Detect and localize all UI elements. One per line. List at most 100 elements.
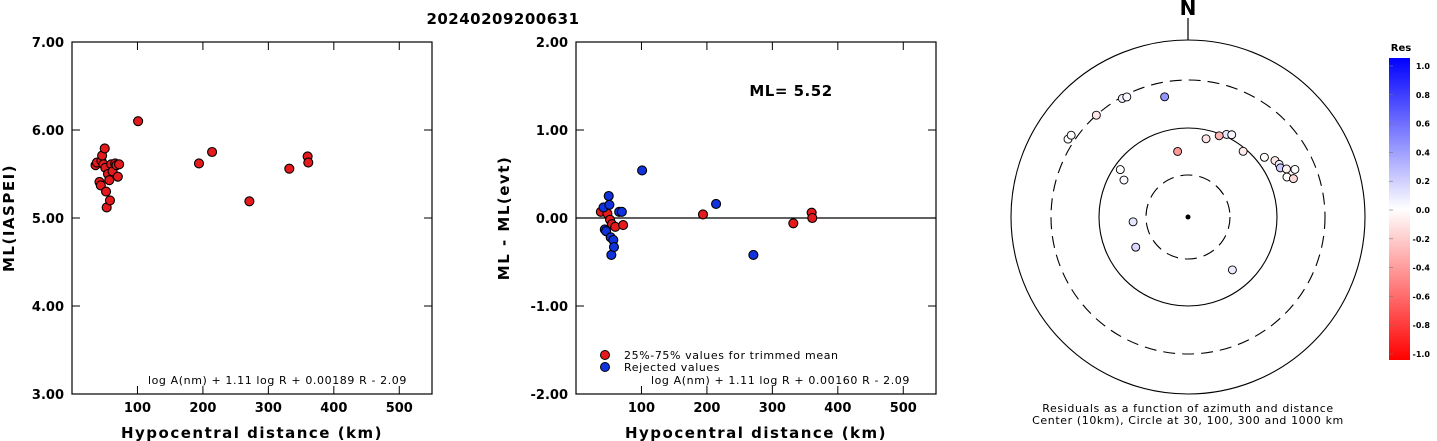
station-point [1227,265,1237,275]
rejected-point [608,241,620,253]
colorbar-tick-label: 0.6 [1416,120,1431,129]
data-point [100,186,112,197]
colorbar-tick-label: -0.8 [1413,321,1431,330]
x-tick-label: 400 [824,401,851,416]
panel-ml-iaspei: 100 200 300 400 500 3.00 4.00 5.00 6.00 7.00 Hypo… [0,36,433,441]
residual-colorbar: Res 1.0 0.8 0.6 0.4 0.2 0.0 -0.2 -0.4 -0.6 -0.8 -1… [1389,43,1430,360]
data-point [207,146,218,158]
x-tick-label: 400 [320,401,347,416]
colorbar-tick-label: 0.8 [1416,91,1431,100]
station-point [1066,130,1076,140]
data-point [284,163,295,174]
x-tick-label: 300 [759,401,786,416]
station-point [1160,92,1170,102]
y-tick-label: 3.00 [32,388,64,403]
caption-line-1: Residuals as a function of azimuth and d… [1042,402,1333,415]
y-axis-label: ML(IASPEI) [0,164,18,272]
colorbar-tick-label: 0.4 [1416,148,1431,157]
rejected-point [616,206,627,217]
station-point [1119,175,1129,185]
station-point [1238,146,1248,156]
x-axis-label: Hypocentral distance (km) [625,424,887,441]
y-tick-label: 7.00 [32,36,64,51]
colorbar-tick-label: -0.4 [1413,264,1431,273]
trimmed-point [618,219,629,231]
caption-line-2: Center (10km), Circle at 30, 100, 300 an… [1032,414,1344,427]
y-tick-label: 5.00 [32,212,64,227]
legend-label-rejected: Rejected values [624,361,720,374]
data-point [244,196,255,207]
ring-100km [1098,127,1278,307]
figure-title: 20240209200631 [426,10,579,28]
data-point [303,157,314,168]
station-point [1201,134,1211,144]
station-point [1173,147,1183,156]
legend-marker-trimmed [600,350,610,360]
colorbar-tick-label: -0.6 [1413,292,1431,301]
x-tick-label: 500 [386,401,413,416]
x-tick-label: 300 [255,401,282,416]
plot-frame [71,41,433,395]
rejected-point [711,198,722,209]
y-axis-label: ML - ML(evt) [495,156,513,280]
colorbar-tick-label: 1.0 [1416,62,1431,71]
station-point [1288,174,1298,184]
data-point [133,116,144,127]
colorbar-title: Res [1391,43,1411,54]
y-tick-label: -2.00 [531,388,568,403]
station-point [1214,131,1224,141]
station-point [1131,242,1141,252]
y-tick-label: -1.00 [531,300,568,315]
station-point [1290,164,1300,174]
station-point [1115,165,1125,175]
trimmed-point [807,212,818,224]
colorbar-tick-label: 0.0 [1416,206,1431,215]
station-point [1281,164,1291,174]
x-axis-label: Hypocentral distance (km) [121,424,383,441]
y-tick-label: 2.00 [536,36,568,51]
x-tick-label: 500 [890,401,917,416]
station-point [1259,152,1269,162]
data-point [104,175,115,186]
ring-30km [1145,174,1231,260]
x-tick-label: 100 [628,401,655,416]
trimmed-point [697,209,709,220]
x-tick-label: 200 [189,401,216,416]
y-tick-label: 6.00 [32,124,64,139]
trimmed-point [788,218,799,229]
data-point [114,159,125,170]
north-label: N [1180,0,1197,20]
data-point [112,171,123,182]
rejected-point [604,199,615,210]
station-point [1091,110,1101,120]
data-point [99,143,110,154]
rejected-point [637,165,648,176]
y-tick-label: 1.00 [536,124,568,139]
data-point [193,158,205,169]
colorbar-gradient [1389,58,1410,360]
data-point [104,195,116,206]
rejected-point [748,249,759,261]
formula-label: log A(nm) + 1.11 log R + 0.00189 R - 2.0… [148,374,407,387]
center-dot [1185,214,1191,220]
y-tick-label: 0.00 [536,212,568,227]
x-tick-label: 100 [124,401,151,416]
ring-300km [1050,79,1326,355]
colorbar-tick-label: 0.2 [1416,177,1430,186]
legend-label-trimmed: 25%-75% values for trimmed mean [624,349,839,362]
colorbar-tick-label: -0.2 [1413,235,1431,244]
panel-ml-residual: 100 200 300 400 500 -2.00 -1.00 0.00 1.00 2.00 ML… [495,36,937,441]
legend-marker-rejected [600,362,610,372]
x-tick-label: 200 [693,401,720,416]
station-point [1227,130,1237,140]
ml-annotation: ML= 5.52 [749,82,832,100]
station-point [1122,92,1132,102]
rejected-point [603,190,614,202]
y-tick-label: 4.00 [32,300,64,315]
station-point [1128,217,1138,227]
formula-label: log A(nm) + 1.11 log R + 0.00160 R - 2.0… [651,374,910,387]
ring-1000km [1010,39,1366,395]
colorbar-tick-label: -1.0 [1413,350,1431,359]
panel-azimuth-residuals: N Residuals as a function of azimuth and… [1010,0,1366,427]
